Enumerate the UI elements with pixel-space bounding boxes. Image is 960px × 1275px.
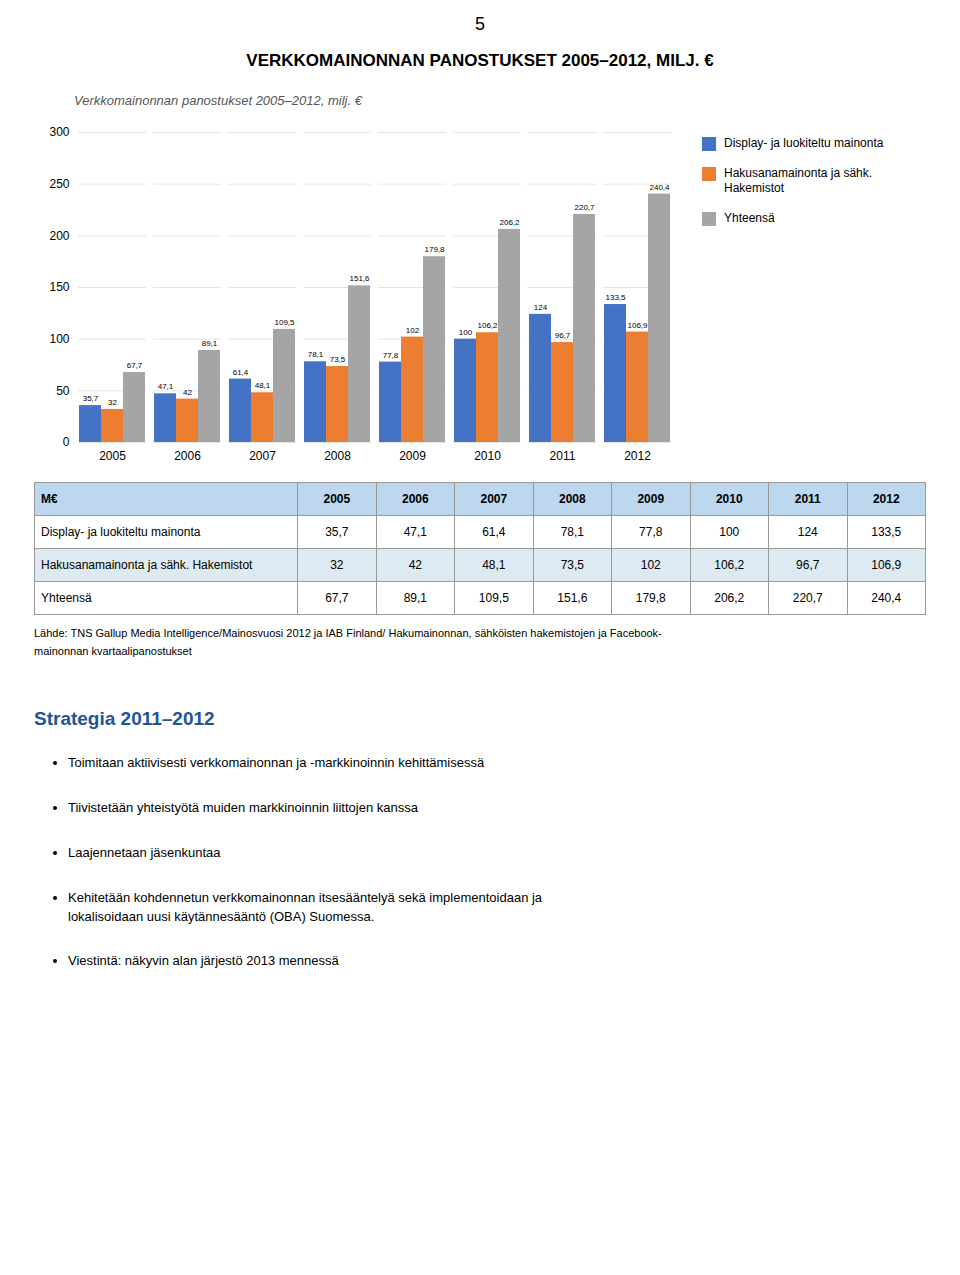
svg-text:206,2: 206,2 <box>499 218 520 227</box>
svg-text:2011: 2011 <box>550 449 576 463</box>
html-text:240,4: 240,4 <box>871 591 902 605</box>
html-text:133,5: 133,5 <box>871 525 902 539</box>
svg-text:96,7: 96,7 <box>555 331 571 340</box>
html-text:73,5: 73,5 <box>560 558 584 572</box>
html-text:2006: 2006 <box>402 492 429 506</box>
svg-text:250: 250 <box>49 177 69 191</box>
svg-text:61,4: 61,4 <box>233 368 249 377</box>
svg-text:2007: 2007 <box>249 449 276 463</box>
svg-text:47,1: 47,1 <box>158 382 174 391</box>
html-text:89,1: 89,1 <box>403 591 427 605</box>
svg-text:2010: 2010 <box>474 449 501 463</box>
html-text:109,5: 109,5 <box>478 591 509 605</box>
svg-text:50: 50 <box>56 384 70 398</box>
html-text:Display- ja luokiteltu mainont: Display- ja luokiteltu mainonta <box>41 525 201 539</box>
svg-text:78,1: 78,1 <box>308 350 324 359</box>
svg-text:300: 300 <box>49 125 69 139</box>
html-text:2009: 2009 <box>637 492 665 506</box>
html-text:Verkkomainonnan panostukset 20: Verkkomainonnan panostukset 2005–2012, m… <box>74 93 362 108</box>
svg-text:179,8: 179,8 <box>424 245 445 254</box>
svg-text:124: 124 <box>534 303 548 312</box>
html-text:Yhteensä: Yhteensä <box>41 591 92 605</box>
svg-text:150: 150 <box>49 280 69 294</box>
svg-text:89,1: 89,1 <box>202 339 218 348</box>
html-text:32: 32 <box>330 558 344 572</box>
svg-text:102: 102 <box>406 326 420 335</box>
svg-text:73,5: 73,5 <box>330 355 346 364</box>
svg-text:42: 42 <box>183 388 192 397</box>
html-text:151,6: 151,6 <box>557 591 588 605</box>
svg-text:100: 100 <box>459 328 473 337</box>
html-text:61,4: 61,4 <box>482 525 506 539</box>
html-text:77,8: 77,8 <box>639 525 663 539</box>
html-text:VERKKOMAINONNAN PANOSTUKSET 20: VERKKOMAINONNAN PANOSTUKSET 2005–2012, M… <box>246 51 714 70</box>
html-text:96,7: 96,7 <box>796 558 820 572</box>
svg-text:32: 32 <box>108 398 117 407</box>
html-text:206,2: 206,2 <box>714 591 745 605</box>
svg-text:106,2: 106,2 <box>477 321 498 330</box>
html-text:47,1: 47,1 <box>403 525 427 539</box>
svg-text:0: 0 <box>63 435 70 449</box>
html-text:5: 5 <box>475 14 485 34</box>
svg-text:48,1: 48,1 <box>255 381 271 390</box>
html-text:Kehitetään kohdennetun verkkom: Kehitetään kohdennetun verkkomainonnan i… <box>68 889 543 924</box>
svg-text:133,5: 133,5 <box>605 293 626 302</box>
html-text:48,1: 48,1 <box>482 558 506 572</box>
html-text:Laajennetaan jäsenkuntaa: Laajennetaan jäsenkuntaa <box>68 844 221 860</box>
html-text:102: 102 <box>640 558 661 572</box>
svg-text:2012: 2012 <box>624 449 651 463</box>
html-text:Lähde: TNS Gallup Media Intell: Lähde: TNS Gallup Media Intelligence/Mai… <box>34 627 662 657</box>
html-text:M€: M€ <box>41 492 58 506</box>
html-text:Hakusanamainonta ja sähk. Hake: Hakusanamainonta ja sähk. Hakemistot <box>41 558 253 572</box>
html-text:78,1: 78,1 <box>560 525 584 539</box>
html-text:Tiivistetään yhteistyötä muide: Tiivistetään yhteistyötä muiden markkino… <box>68 800 418 815</box>
html-text:Display- ja luokiteltu mainont: Display- ja luokiteltu mainonta <box>724 136 884 150</box>
html-text:Yhteensä: Yhteensä <box>724 210 775 225</box>
svg-text:2005: 2005 <box>99 449 126 463</box>
svg-text:151,6: 151,6 <box>349 274 370 283</box>
html-text:Hakusanamainonta ja sähk. Hake: Hakusanamainonta ja sähk. Hakemistot <box>724 165 873 196</box>
html-text:Viestintä: näkyvin alan järjes: Viestintä: näkyvin alan järjestö 2013 me… <box>68 953 339 969</box>
svg-text:109,5: 109,5 <box>274 318 295 327</box>
svg-text:35,7: 35,7 <box>83 394 99 403</box>
svg-text:2009: 2009 <box>399 449 426 463</box>
svg-text:67,7: 67,7 <box>127 361 143 370</box>
html-text:Toimitaan aktiivisesti verkkom: Toimitaan aktiivisesti verkkomainonnan j… <box>68 755 485 771</box>
html-text:100: 100 <box>719 525 740 539</box>
html-text:124: 124 <box>797 525 818 539</box>
html-text:2007: 2007 <box>480 492 508 506</box>
svg-text:220,7: 220,7 <box>574 203 595 212</box>
svg-text:2006: 2006 <box>174 449 201 463</box>
html-text:2012: 2012 <box>872 492 900 506</box>
html-text:2008: 2008 <box>559 492 586 506</box>
html-text:106,9: 106,9 <box>871 558 902 572</box>
html-text:2005: 2005 <box>323 492 351 506</box>
html-text:106,2: 106,2 <box>714 558 745 572</box>
svg-text:2008: 2008 <box>324 449 351 463</box>
html-text:2011: 2011 <box>794 492 821 506</box>
svg-text:200: 200 <box>49 229 69 243</box>
html-text:2010: 2010 <box>715 492 743 506</box>
svg-text:100: 100 <box>49 332 69 346</box>
html-text:220,7: 220,7 <box>792 591 823 605</box>
html-text:35,7: 35,7 <box>325 525 349 539</box>
svg-text:106,9: 106,9 <box>627 321 648 330</box>
svg-text:77,8: 77,8 <box>383 351 399 360</box>
html-text:179,8: 179,8 <box>635 591 666 605</box>
html-text:Strategia 2011–2012: Strategia 2011–2012 <box>34 708 215 730</box>
html-text:42: 42 <box>408 558 422 572</box>
svg-text:240,4: 240,4 <box>649 183 670 192</box>
html-text:67,7: 67,7 <box>325 591 349 605</box>
